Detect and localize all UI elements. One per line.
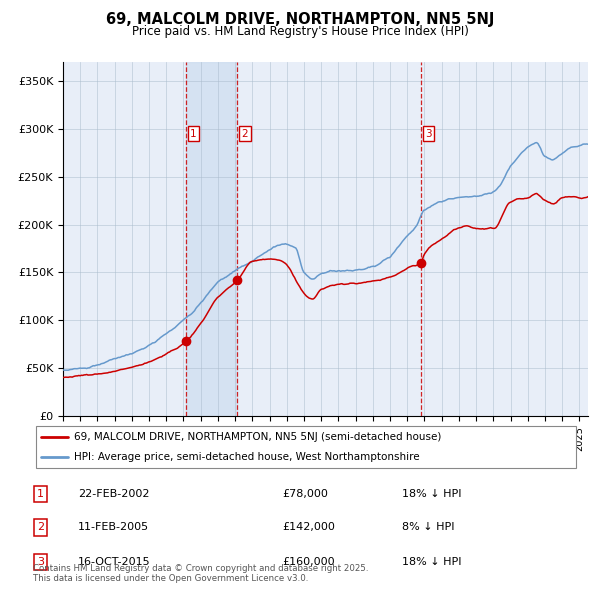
Text: £78,000: £78,000 xyxy=(282,489,328,499)
Text: 3: 3 xyxy=(425,129,432,139)
Text: £142,000: £142,000 xyxy=(282,523,335,532)
Text: 8% ↓ HPI: 8% ↓ HPI xyxy=(402,523,455,532)
Text: 69, MALCOLM DRIVE, NORTHAMPTON, NN5 5NJ (semi-detached house): 69, MALCOLM DRIVE, NORTHAMPTON, NN5 5NJ … xyxy=(74,432,442,442)
Text: 16-OCT-2015: 16-OCT-2015 xyxy=(78,557,151,566)
Text: Price paid vs. HM Land Registry's House Price Index (HPI): Price paid vs. HM Land Registry's House … xyxy=(131,25,469,38)
FancyBboxPatch shape xyxy=(36,426,576,468)
Text: 2: 2 xyxy=(241,129,248,139)
Text: 1: 1 xyxy=(37,489,44,499)
Text: 2: 2 xyxy=(37,523,44,532)
Text: £160,000: £160,000 xyxy=(282,557,335,566)
Text: 69, MALCOLM DRIVE, NORTHAMPTON, NN5 5NJ: 69, MALCOLM DRIVE, NORTHAMPTON, NN5 5NJ xyxy=(106,12,494,27)
Bar xyxy=(186,62,237,416)
Text: Contains HM Land Registry data © Crown copyright and database right 2025.
This d: Contains HM Land Registry data © Crown c… xyxy=(33,563,368,583)
Text: 1: 1 xyxy=(190,129,197,139)
Text: 18% ↓ HPI: 18% ↓ HPI xyxy=(402,489,461,499)
Text: 22-FEB-2002: 22-FEB-2002 xyxy=(78,489,149,499)
Text: 3: 3 xyxy=(37,557,44,566)
Text: HPI: Average price, semi-detached house, West Northamptonshire: HPI: Average price, semi-detached house,… xyxy=(74,452,419,462)
Text: 11-FEB-2005: 11-FEB-2005 xyxy=(78,523,149,532)
Text: 18% ↓ HPI: 18% ↓ HPI xyxy=(402,557,461,566)
